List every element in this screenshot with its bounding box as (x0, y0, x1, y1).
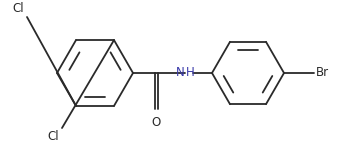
Text: H: H (186, 66, 195, 79)
Text: N: N (176, 66, 184, 79)
Text: Br: Br (316, 66, 329, 79)
Text: Cl: Cl (12, 2, 24, 15)
Text: Cl: Cl (48, 130, 59, 143)
Text: O: O (152, 116, 161, 129)
